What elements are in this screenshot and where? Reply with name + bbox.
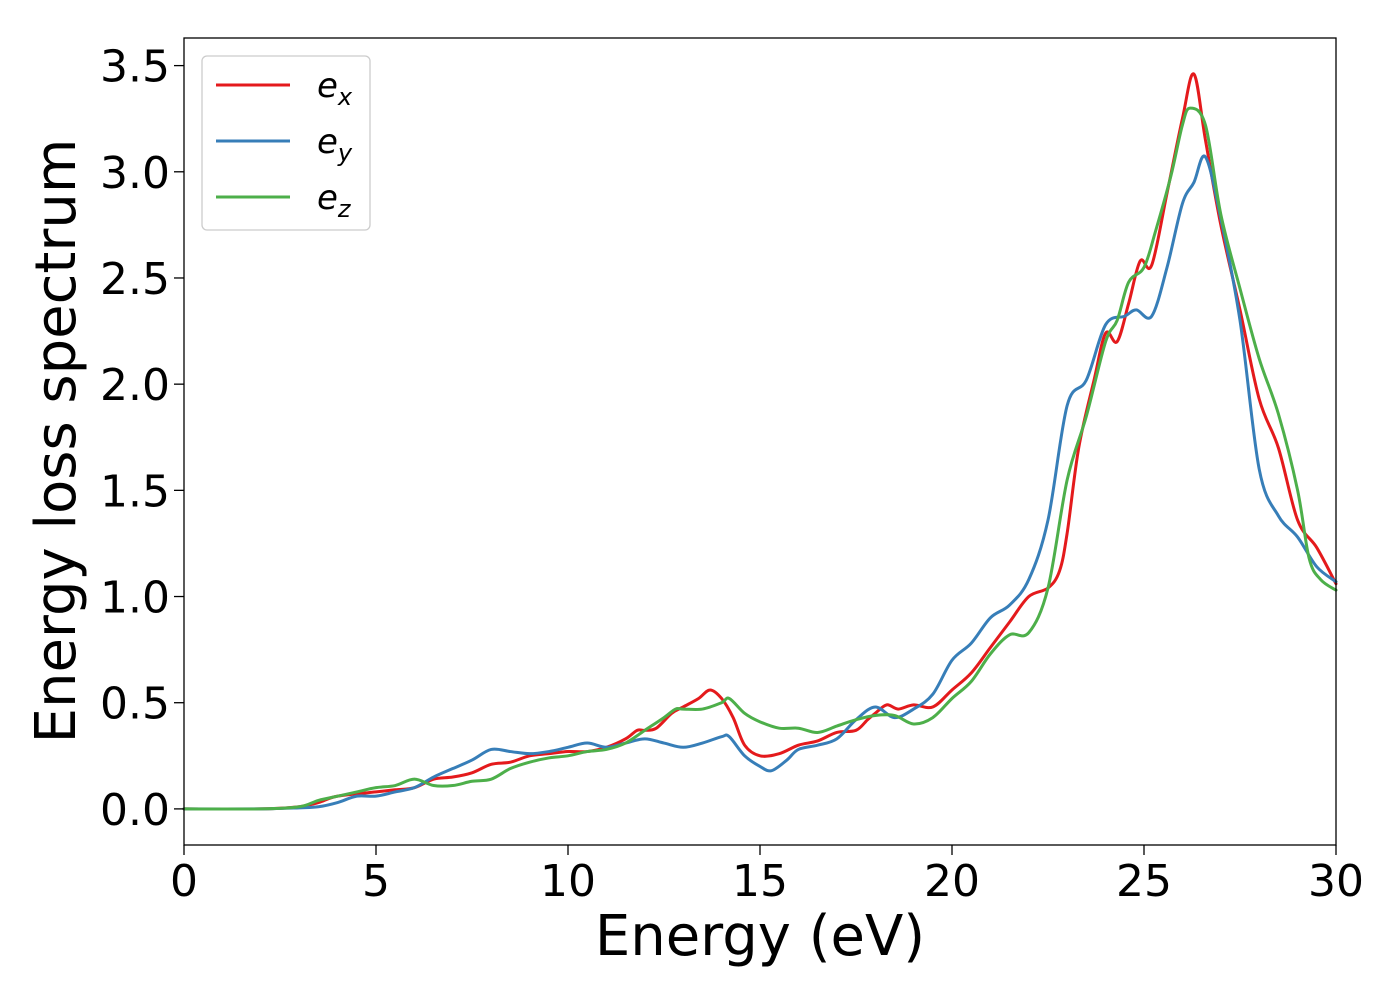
y-tick-label: 3.5	[100, 42, 170, 93]
x-tick-label: 20	[924, 856, 980, 907]
y-tick-label: 0.5	[100, 679, 170, 730]
x-tick-label: 10	[540, 856, 596, 907]
series-line-y	[182, 154, 1338, 811]
y-tick-label: 1.5	[100, 466, 170, 517]
y-tick-label: 2.5	[100, 254, 170, 305]
x-tick-label: 0	[170, 856, 198, 907]
series-layer	[182, 72, 1338, 811]
x-tick-label: 30	[1308, 856, 1364, 907]
legend-box	[201, 55, 371, 231]
x-tick-label: 15	[732, 856, 788, 907]
y-axis-title: Energy loss spectrum	[24, 139, 89, 744]
y-tick-label: 0.0	[100, 785, 170, 836]
y-axis-ticks: 0.0 0.5 1.0 1.5 2.0 2.5 3.0 3.5	[100, 42, 184, 836]
y-tick-label: 3.0	[100, 148, 170, 199]
series-line-x	[182, 72, 1338, 811]
x-tick-label: 5	[362, 856, 390, 907]
x-axis-ticks: 0 5 10 15 20 25 30	[170, 845, 1364, 907]
y-tick-label: 2.0	[100, 360, 170, 411]
y-tick-label: 1.0	[100, 573, 170, 624]
x-tick-label: 25	[1116, 856, 1172, 907]
x-axis-title: Energy (eV)	[595, 904, 925, 969]
series-line-z	[182, 106, 1338, 811]
